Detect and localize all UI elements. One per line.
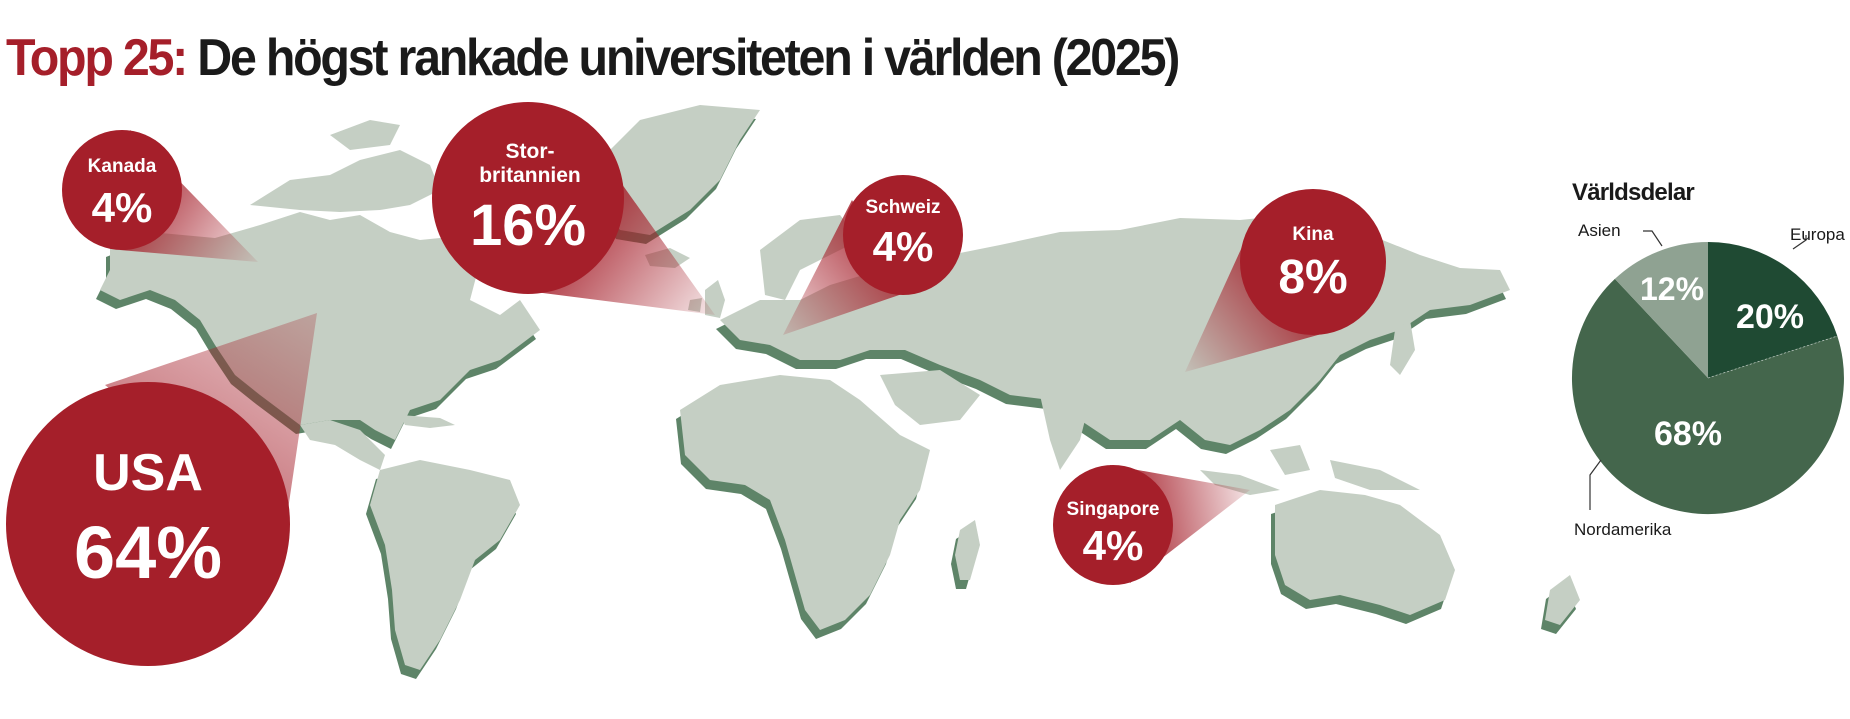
label-kanada: Kanada <box>88 156 157 177</box>
pie-value-europa: 20% <box>1736 298 1804 336</box>
land-africa <box>680 375 930 630</box>
leader-asien <box>1643 230 1663 247</box>
bubble-schweiz <box>843 175 963 295</box>
land-indonesia <box>1200 470 1280 495</box>
label-kina: Kina <box>1292 224 1334 245</box>
cone-schweiz <box>783 200 905 335</box>
land-india <box>1040 395 1090 470</box>
pie-legend-nordamerika: Nordamerika <box>1574 520 1672 539</box>
callout-kanada: Kanada 4% <box>62 130 182 250</box>
land <box>100 105 1580 670</box>
callout-kina: Kina 8% <box>1240 189 1386 335</box>
pie-chart: Världsdelar 20% 68% 12% Europa Asien Nor… <box>1571 179 1845 539</box>
land-arctic-islands <box>250 150 440 212</box>
pie-legend-europa: Europa <box>1790 225 1845 244</box>
bubble-storbritannien <box>432 102 624 294</box>
value-singapore: 4% <box>1083 522 1144 569</box>
title-main: De högst rankade universiteten i världen… <box>186 29 1180 87</box>
value-usa: 64% <box>74 511 222 594</box>
bubble-kina <box>1240 189 1386 335</box>
value-schweiz: 4% <box>873 223 934 270</box>
land-japan <box>1390 320 1415 375</box>
pie-value-asien: 12% <box>1640 271 1704 307</box>
pie-title: Världsdelar <box>1572 179 1694 206</box>
land-arabia <box>880 370 980 425</box>
bubble-kanada <box>62 130 182 250</box>
pie-slice-europa <box>1708 242 1838 378</box>
callout-schweiz: Schweiz 4% <box>843 175 963 295</box>
land-new-zealand <box>1545 575 1580 625</box>
label-storbritannien-line1: Stor- <box>506 140 555 163</box>
label-usa: USA <box>93 444 203 502</box>
leader-nordamerika <box>1589 459 1602 510</box>
callout-storbritannien: Stor- britannien 16% <box>432 102 624 294</box>
pie-slice-asien <box>1614 242 1708 378</box>
pie-value-nordamerika: 68% <box>1654 415 1722 453</box>
land-south-america <box>370 460 520 670</box>
value-storbritannien: 16% <box>470 193 586 258</box>
bubble-singapore <box>1053 465 1173 585</box>
title-accent: Topp 25: <box>6 29 188 87</box>
value-kanada: 4% <box>92 184 153 231</box>
world-map <box>96 105 1580 679</box>
bubble-usa <box>6 382 290 666</box>
leader-europa <box>1792 235 1807 250</box>
page-title: Topp 25: De högst rankade universiteten … <box>6 28 1180 88</box>
label-storbritannien-line2: britannien <box>479 164 581 187</box>
callout-singapore: Singapore 4% <box>1053 465 1173 585</box>
callout-usa: USA 64% <box>6 382 290 666</box>
land-central-america <box>300 420 385 470</box>
land-north-america <box>100 212 540 440</box>
label-singapore: Singapore <box>1067 499 1160 520</box>
value-kina: 8% <box>1278 251 1347 304</box>
pie-slice-nordamerika <box>1571 278 1844 515</box>
label-schweiz: Schweiz <box>866 197 941 218</box>
land-greenland <box>600 105 760 235</box>
land-australia <box>1275 490 1455 615</box>
pie-legend-asien: Asien <box>1578 221 1621 240</box>
land-madagascar <box>955 520 980 580</box>
